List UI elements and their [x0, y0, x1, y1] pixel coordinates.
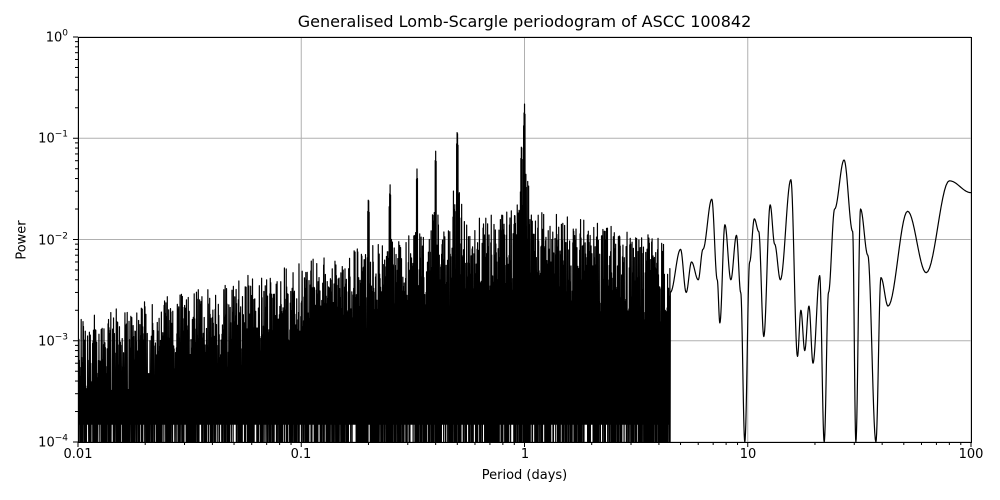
x-tick-label: 0.01 — [63, 447, 93, 462]
axes-frame — [78, 37, 972, 443]
y-tick-label: 10−3 — [38, 332, 68, 350]
chart-title: Generalised Lomb-Scargle periodogram of … — [297, 12, 752, 31]
power-curve — [78, 103, 971, 442]
periodogram-line — [78, 103, 971, 442]
y-tick-label: 100 — [45, 28, 68, 46]
x-tick-label: 10 — [739, 447, 757, 462]
x-tick-label: 1 — [520, 447, 530, 462]
y-tick-label: 10−1 — [38, 129, 68, 147]
x-tick-label: 0.1 — [290, 447, 312, 462]
x-axis-label: Period (days) — [481, 468, 568, 483]
y-tick-label: 10−4 — [38, 433, 68, 451]
x-tick-label: 100 — [958, 447, 984, 462]
y-tick-label: 10−2 — [38, 231, 68, 249]
